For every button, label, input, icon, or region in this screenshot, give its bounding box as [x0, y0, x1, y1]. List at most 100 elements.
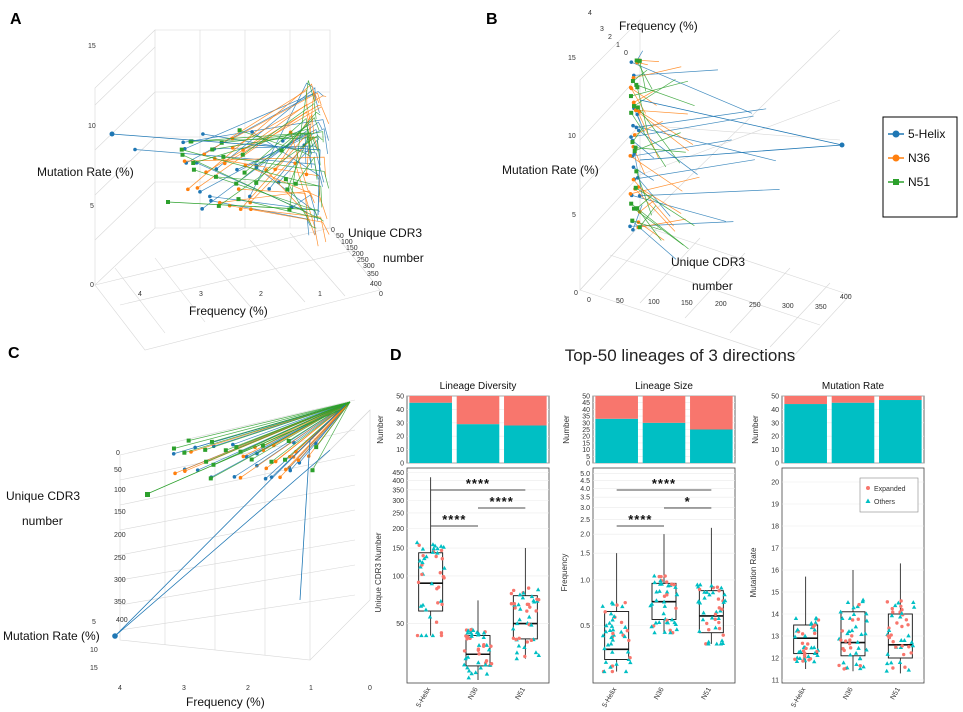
box-y-tick-label: 3.5: [580, 495, 590, 502]
lineage-point-circle: [233, 475, 237, 479]
z-axis-tick-label: 350: [114, 599, 126, 606]
lineage-point-circle: [631, 228, 635, 232]
jitter-point-expanded: [611, 670, 614, 673]
lineage-point-square: [634, 186, 638, 190]
lineage-point-circle: [281, 139, 285, 143]
jitter-point-expanded: [620, 621, 623, 624]
jitter-point-expanded: [535, 597, 538, 600]
jitter-point-expanded: [463, 649, 466, 652]
jitter-point-expanded: [909, 651, 912, 654]
lineage-point-square: [629, 202, 633, 206]
lineage-point-square: [631, 79, 635, 83]
panel-c-z-axis-label: Unique CDR3: [6, 489, 80, 503]
jitter-point-expanded: [707, 628, 710, 631]
z-axis-tick-label: 200: [114, 532, 126, 539]
jitter-point-expanded: [440, 634, 443, 637]
panel-c-y-tick: 5: [92, 619, 96, 626]
panel-c-x-tick: 2: [246, 685, 250, 692]
jitter-point-expanded: [420, 573, 423, 576]
significance-label: ****: [442, 512, 466, 527]
jitter-point-expanded: [891, 607, 894, 610]
panel-c-x-axis-label: Frequency (%): [186, 695, 265, 709]
panel-c-y-axis-label: Mutation Rate (%): [3, 629, 100, 643]
lineage-point-circle: [278, 475, 282, 479]
jitter-point-expanded: [526, 603, 529, 606]
box-y-tick-label: 19: [771, 502, 779, 509]
legend-label-n51: N51: [908, 175, 930, 189]
bar-y-tick-label: 0: [775, 461, 779, 468]
panel-b-y-tick: 0: [574, 290, 578, 297]
lineage-point-square: [221, 155, 225, 159]
panel-c-grid: [120, 400, 370, 660]
box-y-axis-label: Mutation Rate: [749, 547, 758, 597]
lineage-point-square: [314, 445, 318, 449]
z-axis-tick-label: 50: [114, 467, 122, 474]
jitter-point-expanded: [837, 664, 840, 667]
panel-d-title: Top-50 lineages of 3 directions: [565, 346, 796, 365]
jitter-point-expanded: [490, 662, 493, 665]
box-y-tick-label: 1.0: [580, 577, 590, 584]
lineage-trace-line: [252, 402, 350, 460]
panel-a-lineage-lines: [110, 80, 330, 246]
box-y-tick-label: 15: [771, 590, 779, 597]
lineage-point-square: [636, 105, 640, 109]
lineage-trace-line: [639, 60, 658, 61]
lineage-point-square: [145, 492, 150, 497]
jitter-point-expanded: [603, 610, 606, 613]
jitter-point-expanded: [849, 646, 852, 649]
panel-b-freq-tick: 0: [624, 50, 628, 57]
lineage-trace-line: [186, 94, 319, 163]
jitter-point-expanded: [803, 651, 806, 654]
jitter-point-expanded: [534, 609, 537, 612]
lineage-trace-line: [631, 62, 752, 113]
bar-segment-others: [457, 424, 500, 463]
lineage-point-circle: [630, 60, 634, 64]
jitter-point-expanded: [839, 638, 842, 641]
lineage-point-circle: [633, 133, 637, 137]
lineage-point-circle: [632, 101, 636, 105]
lineage-point-square: [243, 171, 247, 175]
bar-y-axis-label: Number: [751, 415, 760, 444]
jitter-point-expanded: [812, 625, 815, 628]
lineage-point-square: [241, 153, 245, 157]
jitter-point-expanded: [841, 629, 844, 632]
jitter-point-expanded: [663, 574, 666, 577]
jitter-point-expanded: [512, 589, 515, 592]
lineage-point-circle: [183, 159, 187, 163]
z-axis-tick-label: 50: [616, 298, 624, 305]
lineage-trace-line: [631, 81, 688, 96]
panel-b-grid: [580, 20, 850, 360]
jitter-point-expanded: [857, 617, 860, 620]
jitter-point-expanded: [440, 603, 443, 606]
bar-segment-others: [879, 400, 922, 463]
legend-marker-n36: [893, 155, 900, 162]
z-axis-tick-label: 350: [815, 304, 827, 311]
lineage-point-square: [250, 458, 254, 462]
panel-a-y-tick: 0: [90, 282, 94, 289]
jitter-point-expanded: [903, 666, 906, 669]
lineage-point-square: [187, 439, 191, 443]
lineage-point-square: [283, 458, 287, 462]
bar-segment-others: [595, 419, 638, 463]
box-y-tick-label: 12: [771, 656, 779, 663]
jitter-point-expanded: [842, 667, 845, 670]
jitter-point-expanded: [530, 639, 533, 642]
jitter-point-expanded: [806, 642, 809, 645]
jitter-point-expanded: [659, 575, 662, 578]
panel-a-x-tick: 1: [318, 291, 322, 298]
lineage-point-circle: [186, 188, 190, 192]
panel-b-3d-plot: 4 3 2 1 0 15 10 5 0 0 50 100 150 200 250 300 35…: [502, 10, 852, 360]
panel-b-y-tick: 5: [572, 212, 576, 219]
bar-y-tick-label: 0: [400, 461, 404, 468]
jitter-point-expanded: [523, 655, 526, 658]
jitter-point-expanded: [698, 588, 701, 591]
bar-y-tick-label: 20: [396, 434, 404, 441]
jitter-point-expanded: [517, 637, 520, 640]
lineage-point-circle: [628, 225, 632, 229]
z-axis-tick-label: 150: [681, 300, 693, 307]
panel-c-y-tick: 15: [90, 665, 98, 672]
significance-label: ****: [628, 512, 652, 527]
box-x-tick-label: N51: [890, 686, 903, 701]
jitter-point-expanded: [665, 580, 668, 583]
panel-b-freq-tick: 4: [588, 10, 592, 17]
